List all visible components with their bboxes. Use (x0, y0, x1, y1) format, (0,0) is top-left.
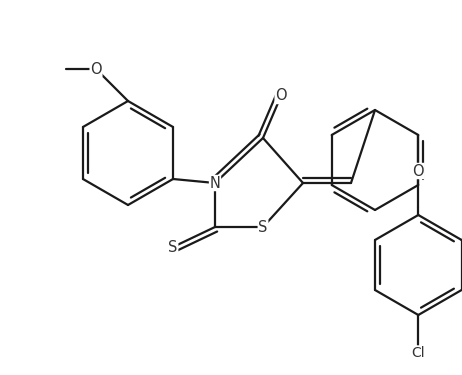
Text: O: O (413, 164, 424, 178)
Text: N: N (210, 176, 220, 190)
Text: S: S (168, 240, 178, 255)
Text: O: O (90, 62, 102, 76)
Text: S: S (258, 219, 267, 234)
Text: O: O (275, 88, 287, 104)
Text: Cl: Cl (412, 346, 425, 360)
